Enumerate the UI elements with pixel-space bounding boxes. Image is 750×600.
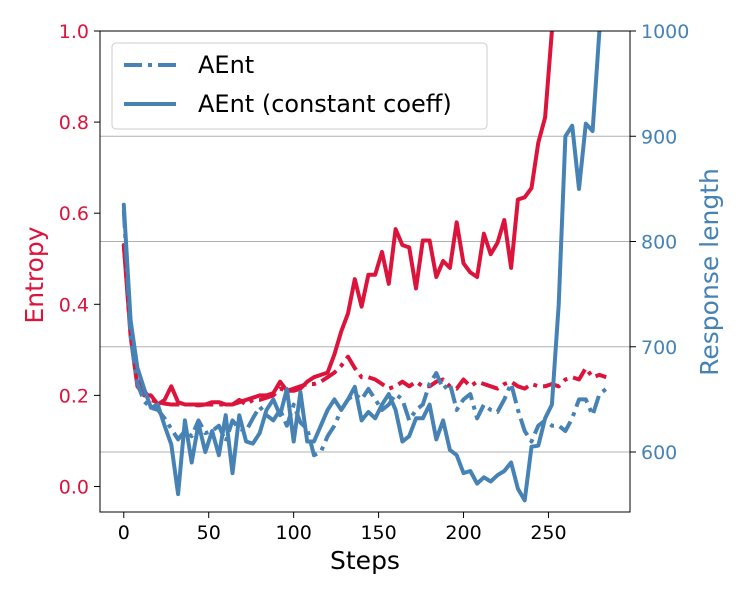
x-tick-label: 100 — [276, 522, 312, 544]
x-tick-label: 250 — [530, 522, 566, 544]
x-axis-title: Steps — [330, 546, 400, 575]
x-tick-label: 50 — [197, 522, 221, 544]
legend: AEnt AEnt (constant coeff) — [111, 42, 488, 130]
left-tick-label: 0.0 — [59, 476, 89, 498]
right-tick-label: 800 — [641, 232, 677, 254]
right-y-axis: 600 700 800 900 1000 — [630, 21, 689, 464]
x-tick-label: 0 — [118, 522, 130, 544]
plot-frame — [99, 30, 631, 513]
left-y-axis: 0.0 0.2 0.4 0.6 0.8 1.0 — [59, 21, 100, 498]
left-tick-label: 1.0 — [59, 21, 89, 43]
right-tick-label: 700 — [641, 337, 677, 359]
x-tick-label: 150 — [360, 522, 396, 544]
left-tick-label: 0.4 — [59, 294, 89, 316]
left-tick-label: 0.6 — [59, 203, 89, 225]
right-tick-label: 1000 — [641, 21, 689, 43]
legend-label-aent: AEnt — [198, 51, 254, 79]
series-lines — [121, 31, 608, 503]
x-tick-label: 200 — [445, 522, 481, 544]
x-axis: 0 50 100 150 200 250 — [118, 512, 567, 544]
right-tick-label: 900 — [641, 126, 677, 148]
series-line-length-solid — [121, 31, 602, 503]
right-tick-label: 600 — [641, 442, 677, 464]
series-line-length-dashdot — [121, 209, 608, 458]
legend-box — [111, 42, 488, 130]
left-tick-label: 0.8 — [59, 112, 89, 134]
legend-label-aent-constant: AEnt (constant coeff) — [198, 90, 452, 118]
left-tick-label: 0.2 — [59, 385, 89, 407]
right-y-axis-title: Response length — [695, 168, 724, 376]
left-y-axis-title: Entropy — [20, 226, 49, 323]
series-line-entropy-solid — [121, 31, 554, 407]
